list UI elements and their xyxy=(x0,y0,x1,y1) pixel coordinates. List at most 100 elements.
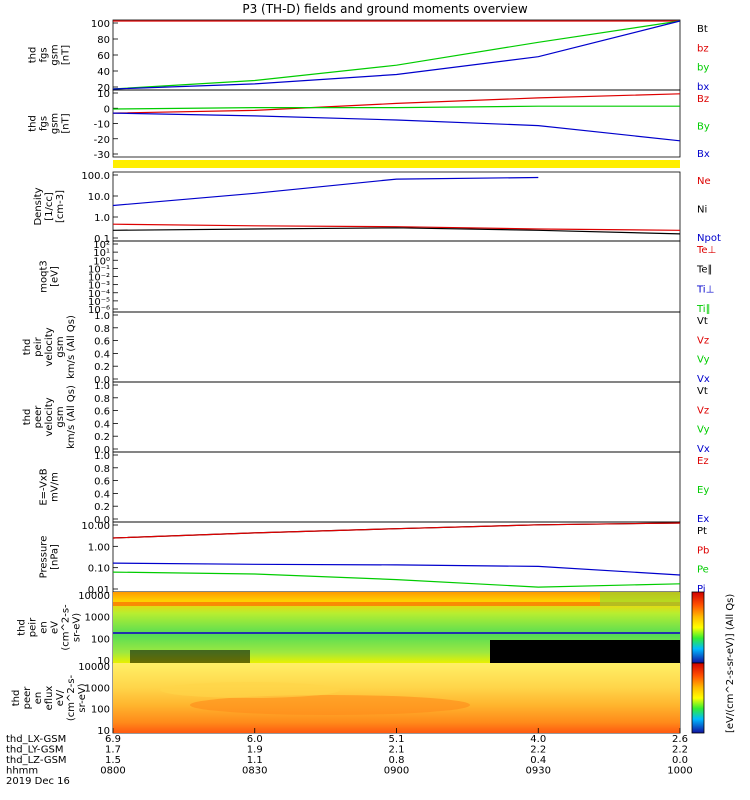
ion-spectrogram xyxy=(113,592,680,663)
y-tick-label: 10 xyxy=(97,726,110,737)
x-tick-label: 6.9 xyxy=(105,734,121,745)
legend-by: by xyxy=(697,63,709,74)
x-tick-label: 2.6 xyxy=(672,734,688,745)
legend-Pi: Pi xyxy=(697,584,706,595)
panel-fgs_gsm_components: 10 0 -10 -20 -30 thdfgsgsm[nT] Bz By Bx xyxy=(28,89,710,161)
panel-frame xyxy=(112,89,681,158)
series-Pt xyxy=(112,522,681,539)
y-tick-label: 1000 xyxy=(85,683,110,694)
legend-Vz: Vz xyxy=(697,405,709,416)
y-tick-label: 40 xyxy=(97,67,110,78)
y-axis-label: thdpeireneV(cm^2-s-sr-eV) xyxy=(17,604,83,651)
series-Ni xyxy=(112,227,681,235)
y-tick-label: 10¹ xyxy=(93,248,110,259)
panel-pressure: 10.00 1.00 0.10 0.01 Pressure[nPa] Pt Pb Pe Pi xyxy=(39,521,710,596)
x-tick-label: 2.1 xyxy=(389,745,405,756)
y-tick-label: 0.2 xyxy=(94,432,110,443)
y-tick-label: -20 xyxy=(94,135,110,146)
y-tick-label: 0.0 xyxy=(94,515,110,526)
x-tick-label: 0930 xyxy=(526,766,551,777)
series-Pb xyxy=(112,522,681,539)
y-tick-label: 1.00 xyxy=(88,542,110,553)
y-tick-label: 10000 xyxy=(78,662,110,673)
panel-frame xyxy=(112,381,681,453)
x-row-label: thd_LY-GSM xyxy=(6,745,63,756)
series-bx xyxy=(112,20,681,90)
legend-Te⊥: Te⊥ xyxy=(696,245,716,256)
y-tick-label: 0.8 xyxy=(94,394,110,405)
y-axis-label: moqt3[eV] xyxy=(39,260,61,293)
panel-frame xyxy=(112,311,681,383)
y-tick-label: 10⁻² xyxy=(88,273,110,284)
y-tick-label: 1.0 xyxy=(94,451,110,462)
x-tick-label: 0.0 xyxy=(672,755,688,766)
x-tick-label: 0830 xyxy=(242,766,267,777)
y-tick-label: -10 xyxy=(94,120,110,131)
y-tick-label: 100 xyxy=(91,705,110,716)
x-tick-label: 1.5 xyxy=(105,755,121,766)
x-tick-label: 1000 xyxy=(667,766,692,777)
y-axis-label: thdfgsgsm[nT] xyxy=(28,113,72,134)
y-tick-label: 10 xyxy=(97,89,110,100)
y-tick-label: 10.00 xyxy=(81,521,110,532)
x-tick-label: 4.0 xyxy=(530,734,546,745)
panel-electron_velocity: 1.0 0.8 0.60.4 0.2 0.0 thdpeervelocitygsmkm/s… xyxy=(22,381,710,456)
y-tick-label: 0.0 xyxy=(94,445,110,456)
x-tick-label: 6.0 xyxy=(247,734,263,745)
legend-Ez: Ez xyxy=(697,456,709,467)
series-Bx xyxy=(112,112,681,142)
panel-frame xyxy=(112,19,681,91)
legend-Pb: Pb xyxy=(697,545,709,556)
y-tick-label: 0.10 xyxy=(88,564,110,575)
panel-efield: 1.0 0.8 0.60.4 0.2 0.0 E=-VxBmV/m Ez Ey Ex xyxy=(39,451,710,526)
y-tick-label: 1.0 xyxy=(94,213,110,224)
legend-Vy: Vy xyxy=(697,355,710,366)
legend-Ex: Ex xyxy=(697,514,709,525)
x-tick-label: 0.4 xyxy=(530,755,546,766)
y-tick-label: 0.4 xyxy=(94,349,110,360)
colorbar-label: [eV/(cm^2-s-sr-eV)] (All Qs) xyxy=(725,594,736,733)
x-tick-label: 2.2 xyxy=(530,745,546,756)
y-tick-label: 0.2 xyxy=(94,362,110,373)
y-tick-label: 0.8 xyxy=(94,324,110,335)
series-Ne xyxy=(112,223,681,231)
panel-frame xyxy=(112,451,681,523)
y-tick-label: 100 xyxy=(91,19,110,30)
ephemeris-bar xyxy=(113,160,680,168)
y-tick-label: 10⁻⁵ xyxy=(88,297,110,308)
legend-Npot: Npot xyxy=(697,233,721,244)
panel-fgs_gsm_magnitude: 100 80 60 40 20 thdfgsgsm[nT] Bt bz by bx xyxy=(28,19,710,94)
y-tick-label: 10⁰ xyxy=(93,256,110,267)
series-Bz xyxy=(112,93,681,114)
y-tick-label: 0.4 xyxy=(94,419,110,430)
y-tick-label: 1.0 xyxy=(94,311,110,322)
legend-bz: bz xyxy=(697,43,709,54)
series-Pe xyxy=(112,571,681,588)
y-tick-label: 100.0 xyxy=(81,171,110,182)
legend-Ti∥: Ti∥ xyxy=(696,304,711,315)
electron-spectrogram xyxy=(113,663,680,733)
panel-ion_velocity: 1.0 0.8 0.60.4 0.2 0.0 thdpeirvelocitygsmkm/s… xyxy=(22,311,710,386)
y-tick-label: 10 xyxy=(97,656,110,667)
x-tick-label: 0900 xyxy=(384,766,409,777)
y-tick-label: 0.6 xyxy=(94,407,110,418)
y-tick-label: 10⁻⁴ xyxy=(88,289,110,300)
y-tick-label: 0.2 xyxy=(94,502,110,513)
y-tick-label: 0.1 xyxy=(94,234,110,245)
legend-Vt: Vt xyxy=(697,316,708,327)
y-tick-label: 10² xyxy=(93,240,110,251)
y-axis-label: Density[1/cc][cm-3] xyxy=(33,187,66,225)
y-tick-label: 0.01 xyxy=(88,585,110,596)
legend-By: By xyxy=(697,122,710,133)
y-tick-label: -30 xyxy=(94,150,110,161)
legend-bx: bx xyxy=(697,82,709,93)
y-tick-label: 100 xyxy=(91,634,110,645)
y-axis-label: thdfgsgsm[nT] xyxy=(28,44,72,65)
colorbar-ion xyxy=(691,591,705,664)
y-tick-label: 60 xyxy=(97,51,110,62)
legend-Vt: Vt xyxy=(697,386,708,397)
x-tick-label: 1.7 xyxy=(105,745,121,756)
